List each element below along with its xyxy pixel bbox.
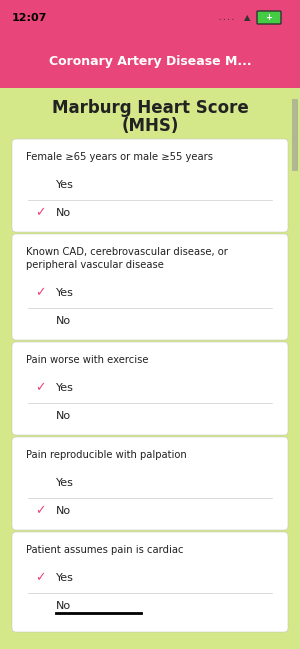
Text: ✓: ✓ bbox=[35, 286, 45, 299]
Text: Yes: Yes bbox=[56, 573, 74, 583]
Text: Known CAD, cerebrovascular disease, or: Known CAD, cerebrovascular disease, or bbox=[26, 247, 228, 257]
Text: Marburg Heart Score: Marburg Heart Score bbox=[52, 99, 248, 117]
FancyBboxPatch shape bbox=[12, 532, 288, 632]
Text: No: No bbox=[56, 506, 71, 516]
Text: Coronary Artery Disease M...: Coronary Artery Disease M... bbox=[49, 56, 251, 69]
Text: Yes: Yes bbox=[56, 478, 74, 488]
Text: Pain worse with exercise: Pain worse with exercise bbox=[26, 355, 148, 365]
Text: 12:07: 12:07 bbox=[12, 13, 47, 23]
FancyBboxPatch shape bbox=[12, 437, 288, 530]
Text: Yes: Yes bbox=[56, 288, 74, 298]
Text: ✓: ✓ bbox=[35, 382, 45, 395]
Text: (MHS): (MHS) bbox=[121, 117, 179, 135]
Text: peripheral vascular disease: peripheral vascular disease bbox=[26, 260, 164, 270]
Text: ✓: ✓ bbox=[35, 572, 45, 585]
Text: ✓: ✓ bbox=[35, 504, 45, 517]
Text: Pain reproducible with palpation: Pain reproducible with palpation bbox=[26, 450, 187, 460]
FancyBboxPatch shape bbox=[0, 0, 300, 88]
Text: ....: .... bbox=[218, 15, 244, 21]
FancyBboxPatch shape bbox=[12, 234, 288, 340]
Text: Female ≥65 years or male ≥55 years: Female ≥65 years or male ≥55 years bbox=[26, 152, 213, 162]
Text: ✓: ✓ bbox=[35, 206, 45, 219]
Text: Patient assumes pain is cardiac: Patient assumes pain is cardiac bbox=[26, 545, 184, 555]
Text: No: No bbox=[56, 601, 71, 611]
Text: No: No bbox=[56, 411, 71, 421]
FancyBboxPatch shape bbox=[12, 342, 288, 435]
Text: Yes: Yes bbox=[56, 383, 74, 393]
FancyBboxPatch shape bbox=[257, 11, 281, 24]
Text: No: No bbox=[56, 208, 71, 218]
FancyBboxPatch shape bbox=[292, 99, 298, 171]
FancyBboxPatch shape bbox=[12, 139, 288, 232]
Text: ▲: ▲ bbox=[244, 14, 250, 23]
Text: +: + bbox=[266, 14, 272, 23]
Text: No: No bbox=[56, 316, 71, 326]
Text: Yes: Yes bbox=[56, 180, 74, 190]
